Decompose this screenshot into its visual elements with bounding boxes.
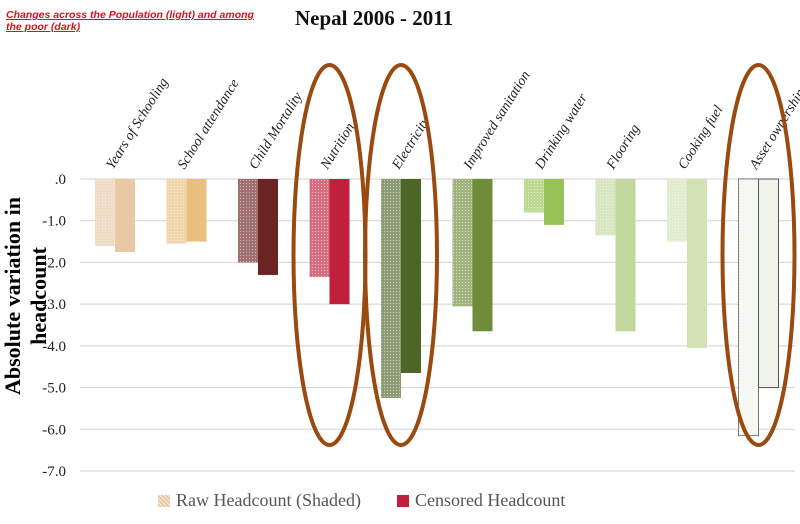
y-tick-label: -1.0 [42, 214, 66, 230]
legend-label-raw: Raw Headcount (Shaded) [176, 490, 361, 510]
category-label: Years of Schooling [104, 76, 172, 173]
bar-censored [115, 179, 135, 252]
bar-censored [401, 179, 421, 373]
y-tick-labels: .0 -1.0 -2.0 -3.0 -4.0 -5.0 -6.0 -7.0 [42, 172, 66, 480]
highlight-ellipse [363, 63, 439, 447]
bar-raw-shading [524, 179, 544, 213]
chart-note: Changes across the Population (light) an… [6, 9, 254, 33]
y-tick-label: .0 [55, 172, 66, 188]
bar-raw-shading [309, 179, 330, 278]
bar-censored [544, 179, 564, 225]
category-label: Cooking fuel [676, 103, 727, 172]
category-label: School attendance [175, 77, 242, 172]
category-label: Flooring [604, 122, 644, 173]
bar-censored [186, 179, 207, 242]
legend-swatch-censored [396, 494, 409, 507]
category-label: Improved sanitation [461, 69, 534, 173]
category-label: Drinking water [532, 91, 591, 173]
bar-censored [472, 179, 493, 332]
bar-censored [615, 179, 636, 332]
category-labels: Years of Schooling School attendance Child… [104, 69, 800, 173]
y-tick-label: -2.0 [42, 255, 66, 271]
bar-raw-shading [381, 179, 401, 398]
bar-censored [687, 179, 707, 348]
y-tick-label: -7.0 [42, 464, 66, 480]
bar-raw-shading [452, 179, 473, 307]
bar-censored [258, 179, 278, 275]
y-tick-label: -4.0 [42, 339, 66, 355]
highlight-ellipse [720, 63, 797, 447]
y-tick-label: -6.0 [42, 422, 66, 438]
bar-raw-shading [667, 179, 687, 242]
legend-swatch-raw [158, 494, 170, 507]
legend-item-censored: Censored Headcount [396, 490, 566, 511]
bar-raw-shading [595, 179, 616, 236]
highlight-ellipses [291, 63, 797, 447]
legend-item-raw: Raw Headcount (Shaded) [158, 490, 361, 511]
bar-censored [329, 179, 350, 305]
legend: Raw Headcount (Shaded) Censored Headcoun… [158, 490, 601, 511]
bar-raw-shading [95, 179, 115, 246]
category-label: Nutrition [318, 121, 358, 173]
bar-censored [758, 178, 779, 389]
y-tick-label: -3.0 [42, 297, 66, 313]
bar-raw-shading [166, 179, 187, 244]
bars [95, 178, 779, 437]
category-label: Asset ownership [747, 87, 800, 173]
chart-title: Nepal 2006 - 2011 [295, 6, 454, 30]
y-tick-label: -5.0 [42, 381, 66, 397]
bar-raw-shading [238, 179, 258, 263]
bar-raw-shading [738, 179, 759, 436]
legend-label-censored: Censored Headcount [414, 490, 566, 510]
